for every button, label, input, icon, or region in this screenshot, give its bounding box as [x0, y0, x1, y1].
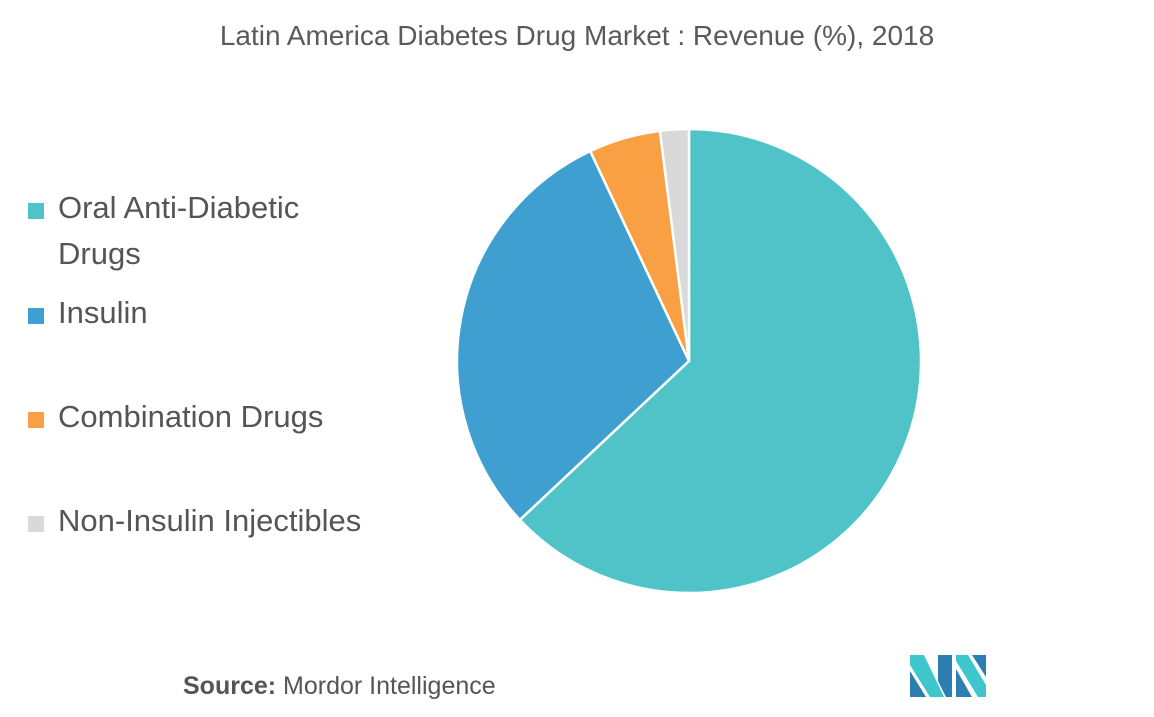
legend-label-non-insulin-injectibles: Non-Insulin Injectibles [58, 503, 362, 538]
logo-shape-right-base [956, 669, 972, 697]
legend-item-oral-anti-diabetic-drugs: Oral Anti-Diabetic Drugs [28, 185, 378, 277]
legend-swatch-non-insulin-injectibles [28, 516, 44, 532]
legend-label-oral-anti-diabetic-drugs: Oral Anti-Diabetic Drugs [58, 190, 300, 271]
legend-label-combination-drugs: Combination Drugs [58, 399, 324, 434]
mordor-intelligence-logo-icon [910, 655, 986, 697]
pie-slice-non-insulin-injectibles [658, 127, 691, 363]
legend-item-non-insulin-injectibles: Non-Insulin Injectibles [28, 498, 378, 544]
legend-swatch-combination-drugs [28, 412, 44, 428]
logo-shape-left [910, 655, 944, 697]
pie-slice-insulin [455, 149, 691, 522]
source-value: Mordor Intelligence [276, 672, 496, 700]
legend-label-insulin: Insulin [58, 295, 148, 330]
logo-shape-right [956, 655, 986, 697]
logo-shape-right-dark [972, 655, 986, 677]
pie-slices [455, 127, 923, 595]
pie-slice-oral-anti-diabetic-drugs [518, 127, 923, 595]
source-label: Source: [183, 672, 277, 700]
logo-shape-left-dark [910, 671, 926, 697]
source-note: Source: Mordor Intelligence [183, 672, 496, 701]
legend-swatch-insulin [28, 308, 44, 324]
legend-item-insulin: Insulin [28, 290, 378, 336]
legend-swatch-oral-anti-diabetic-drugs [28, 203, 44, 219]
logo-shape-mid [938, 655, 952, 697]
chart-title: Latin America Diabetes Drug Market : Rev… [219, 20, 935, 51]
legend-item-combination-drugs: Combination Drugs [28, 394, 378, 440]
